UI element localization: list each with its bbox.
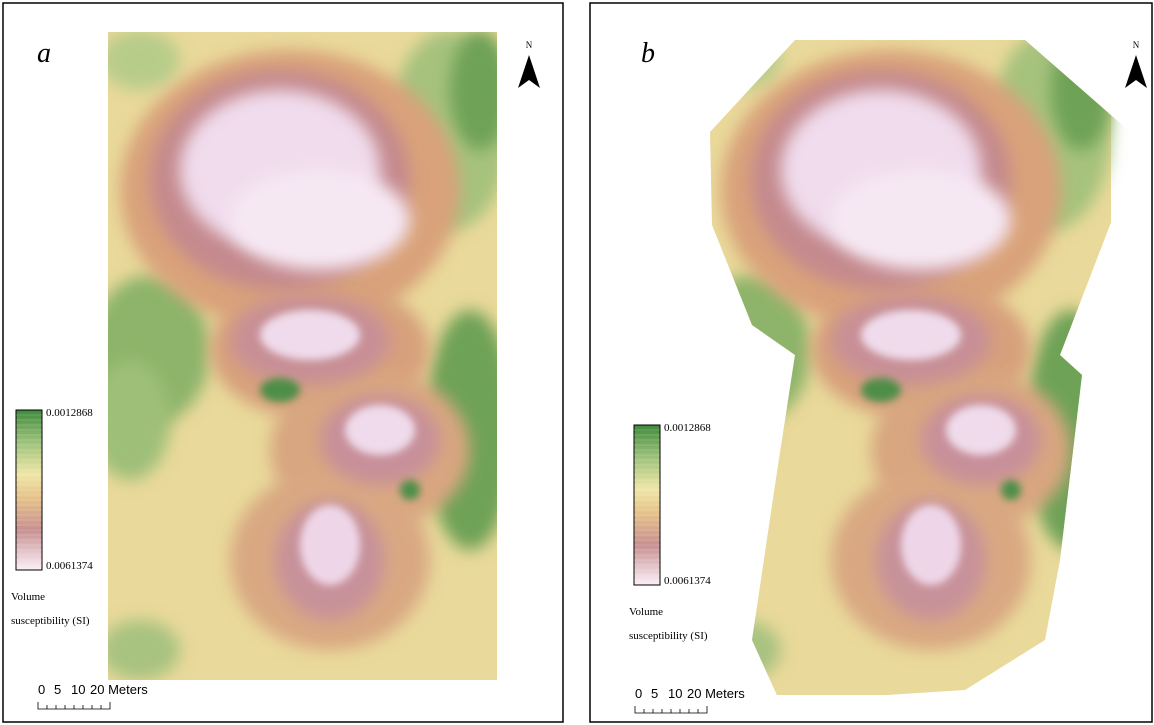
legend-title: susceptibility (SI) [629, 630, 708, 642]
scale-label: 20 Meters [687, 686, 745, 701]
legend-title: Volume [11, 591, 45, 603]
north-label: N [526, 40, 533, 50]
north-label: N [1133, 40, 1140, 50]
map-zone [831, 170, 1011, 270]
map-zone [260, 378, 300, 402]
map-shapes [90, 25, 515, 695]
panel: b N 0.0012868 0.0061374 Volume susceptibility… [590, 3, 1152, 722]
map-zone [946, 405, 1016, 455]
scale-label: 0 [635, 686, 642, 701]
legend-max: 0.0012868 [46, 407, 93, 419]
map-zone [345, 405, 415, 455]
map-zone [901, 505, 961, 585]
legend-min: 0.0061374 [664, 575, 711, 587]
map-zone [230, 170, 410, 270]
panel: a N 0.0012868 0.0061374 Volume susceptibility… [3, 3, 563, 722]
legend-title: Volume [629, 606, 663, 618]
map-zone [400, 480, 420, 500]
map-zone [861, 378, 901, 402]
scale-label: 10 [71, 682, 85, 697]
scale-label: 0 [38, 682, 45, 697]
map-zone [300, 505, 360, 585]
figure: a N 0.0012868 0.0061374 Volume susceptibility… [0, 0, 1154, 725]
legend-max: 0.0012868 [664, 422, 711, 434]
map-zone [100, 620, 180, 680]
map-zone [260, 310, 360, 360]
susceptibility-map [90, 25, 515, 695]
map-zone [1001, 480, 1021, 500]
scale-label: 5 [651, 686, 658, 701]
scale-label: 10 [668, 686, 682, 701]
scale-label: 5 [54, 682, 61, 697]
map-zone [100, 30, 180, 90]
legend-min: 0.0061374 [46, 560, 93, 572]
legend-title: susceptibility (SI) [11, 615, 90, 627]
panel-label: b [641, 38, 655, 69]
panel-label: a [37, 38, 51, 69]
scale-label: 20 Meters [90, 682, 148, 697]
map-zone [861, 310, 961, 360]
